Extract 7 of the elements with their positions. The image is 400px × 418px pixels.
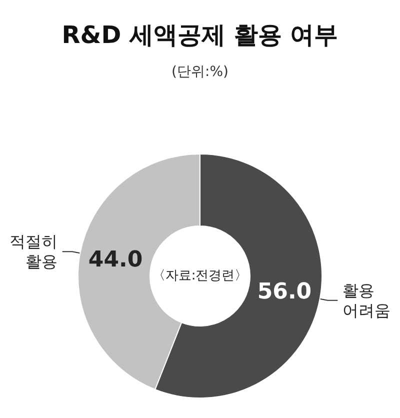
chart-title: R&D 세액공제 활용 여부 xyxy=(62,21,338,49)
text: 〈자료:전경련〉 xyxy=(152,268,248,284)
data-label: 56.0 xyxy=(257,280,312,305)
chart-subtitle: (단위:%) xyxy=(172,64,228,80)
data-label: 44.0 xyxy=(88,247,143,272)
slice-label: 적절히 활용 xyxy=(9,232,58,272)
slice-label: 활용 어려움 xyxy=(342,280,391,320)
